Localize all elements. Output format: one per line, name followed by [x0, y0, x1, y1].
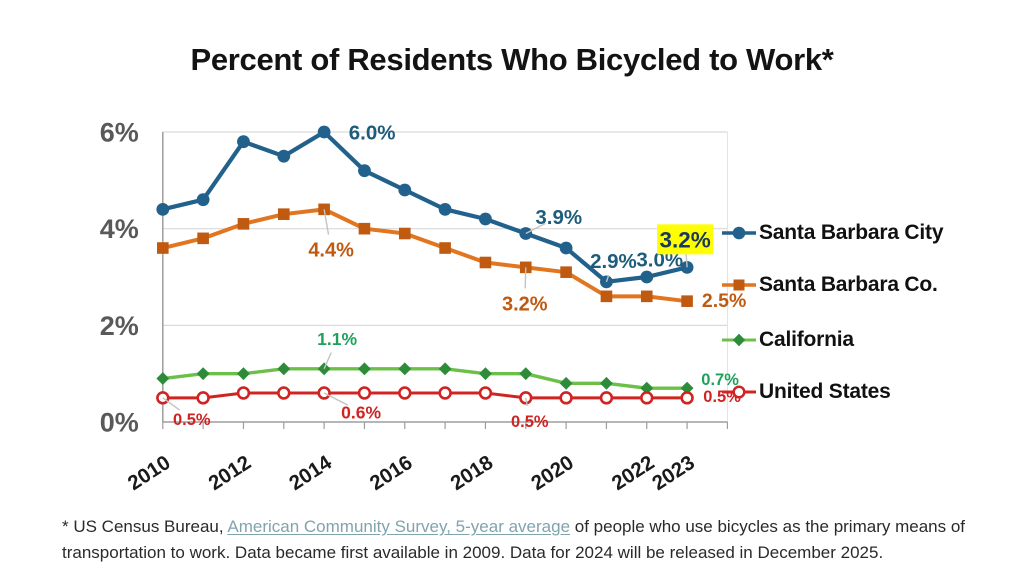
- data-label: 0.7%: [701, 371, 739, 389]
- legend-label-california: California: [759, 328, 854, 351]
- y-axis-tick-label: 2%: [100, 311, 139, 341]
- series-2: [156, 362, 694, 395]
- data-label: 0.5%: [173, 411, 211, 429]
- open-circle-marker-icon: [722, 385, 756, 399]
- footnote-text-2: of people who use bicycles as the primar…: [570, 517, 966, 536]
- highlight-box: [657, 224, 714, 255]
- x-axis-tick-label: 2016: [366, 451, 417, 495]
- data-label: 6.0%: [349, 121, 396, 144]
- data-labels: 6.0%3.9%2.9% 3.0%3.2%4.4%3.2% 2.5%1.1%0.7%…: [162, 121, 746, 431]
- data-label: 4.4%: [308, 240, 354, 262]
- legend-item-california: California: [721, 326, 854, 354]
- footnote-text-1: * US Census Bureau,: [62, 517, 228, 536]
- x-axis-tick-label: 2020: [527, 451, 578, 495]
- legend-label-united-states: United States: [759, 380, 891, 403]
- diamond-marker-icon: [722, 333, 756, 347]
- data-label: 1.1%: [317, 329, 357, 349]
- series-3: [156, 386, 694, 405]
- y-axis-tick-label: 4%: [100, 214, 139, 244]
- acs-survey-link[interactable]: American Community Survey, 5-year averag…: [227, 517, 571, 536]
- footnote-text-3: transportation to work. Data became firs…: [62, 543, 884, 562]
- x-axis-tick-label: 2010: [124, 451, 175, 495]
- data-label: 3.2%: [659, 227, 710, 252]
- y-axis-tick-label: 6%: [100, 118, 139, 148]
- data-label: 3.9%: [535, 206, 582, 229]
- data-label: 2.9%: [590, 250, 637, 273]
- x-axis-tick-label: 2018: [446, 451, 497, 495]
- x-axis-tick-label: 2012: [204, 451, 255, 495]
- data-label: 2.5%: [702, 290, 746, 312]
- data-label: 3.2%: [502, 294, 548, 316]
- legend-label-santa-barbara-city: Santa Barbara City: [759, 221, 944, 244]
- legend-item-santa-barbara-city: Santa Barbara City: [721, 219, 944, 247]
- series-0: [156, 125, 694, 289]
- data-label: 0.6%: [341, 402, 381, 422]
- data-label: 0.5%: [511, 413, 549, 431]
- legend-item-santa-barbara-co: Santa Barbara Co.: [721, 271, 938, 299]
- circle-marker-icon: [722, 226, 756, 240]
- y-axis-tick-label: 0%: [100, 408, 139, 438]
- page-title: Percent of Residents Who Bicycled to Wor…: [190, 42, 834, 77]
- x-axis-tick-label: 2023: [648, 451, 699, 495]
- legend-item-united-states: United States: [721, 378, 891, 406]
- x-axis-tick-label: 2014: [285, 451, 336, 495]
- square-marker-icon: [722, 279, 756, 291]
- legend-label-santa-barbara-co: Santa Barbara Co.: [759, 273, 938, 296]
- footnote: * US Census Bureau, American Community S…: [62, 514, 997, 566]
